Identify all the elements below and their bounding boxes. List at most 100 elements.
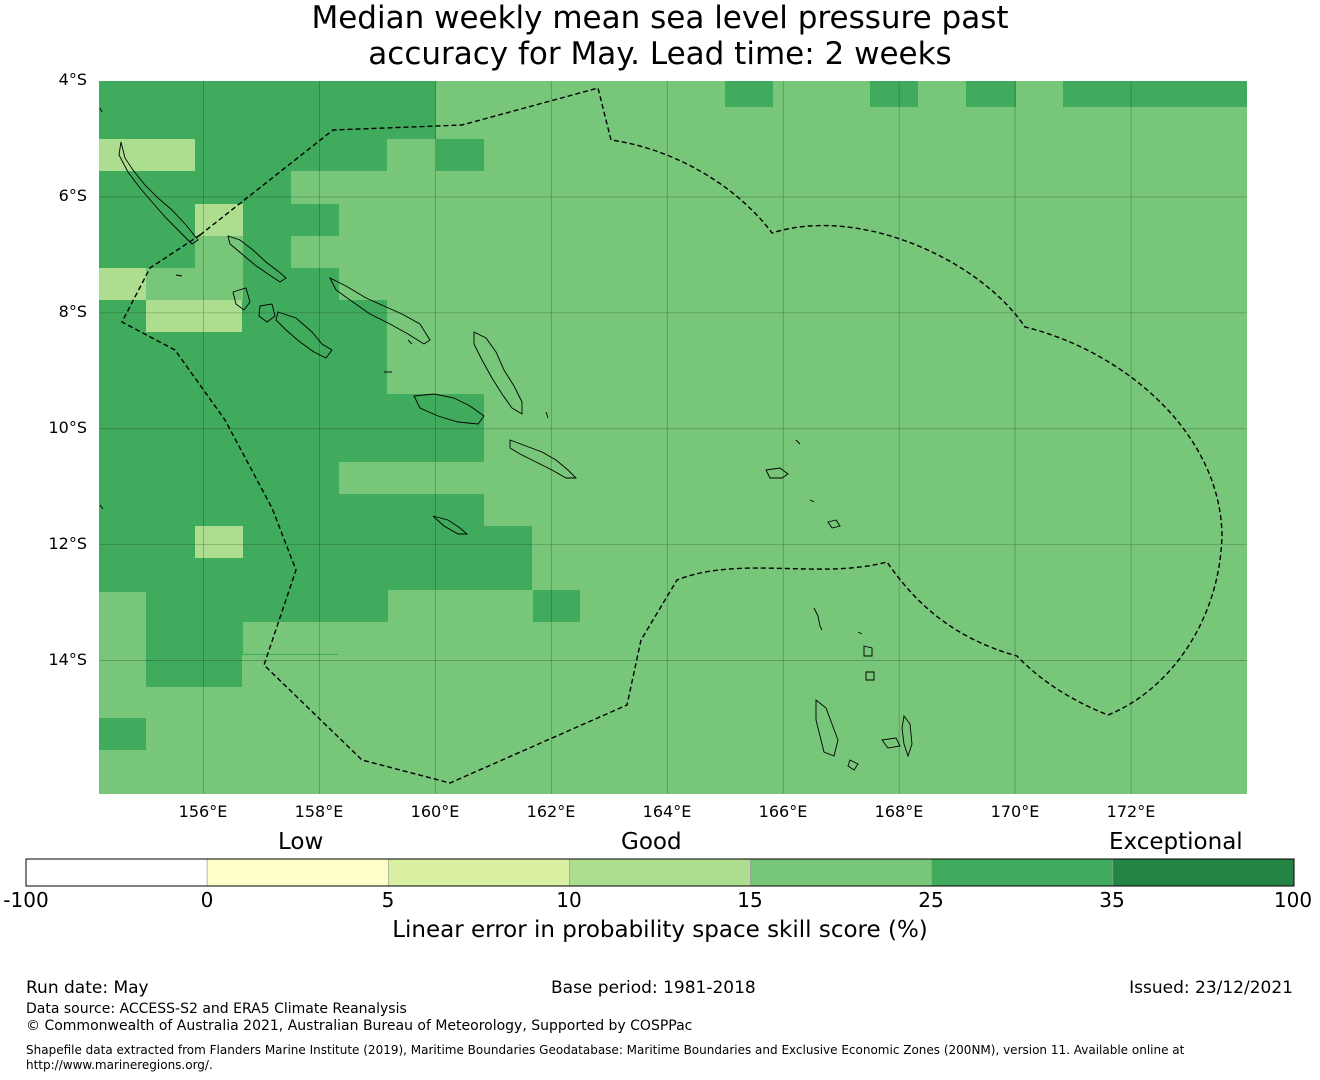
- eez-boundary: [121, 87, 1223, 784]
- skill-cell-25-35: [99, 300, 387, 394]
- coastline-islet-b: [99, 504, 104, 510]
- colorbar-tick-label: -100: [3, 888, 49, 912]
- lat-label-14s: 14°S: [48, 650, 87, 669]
- skill-cell-15-25: [146, 268, 195, 300]
- coastline-rennell: [432, 515, 469, 535]
- coastline-malaita: [473, 331, 523, 415]
- colorbar-segment: [750, 858, 933, 887]
- skill-cell-15-25: [99, 592, 146, 718]
- coastline-bougainville: [118, 141, 199, 245]
- lat-label-6s: 6°S: [58, 186, 87, 205]
- colorbar-segment: [1112, 858, 1295, 887]
- shapefile-credit-1: Shapefile data extracted from Flanders M…: [26, 1043, 1185, 1057]
- coastline-islet-c: [175, 274, 183, 277]
- category-low: Low: [278, 829, 324, 855]
- skill-cell-15-25: [195, 526, 243, 558]
- coastline-kolombangara: [258, 303, 276, 323]
- skill-cell-25-35: [99, 394, 484, 462]
- lon-label-170e: 170°E: [990, 802, 1040, 821]
- lat-label-4s: 4°S: [58, 70, 87, 89]
- coastline-islet-g: [809, 499, 815, 503]
- lon-label-162e: 162°E: [526, 802, 576, 821]
- colorbar-tick-label: 15: [737, 888, 763, 912]
- coastline-islet-f: [795, 439, 801, 445]
- coastline-gaua: [863, 645, 873, 657]
- skill-cell-15-25: [291, 236, 339, 268]
- coastline-maewo: [881, 737, 901, 749]
- colorbar-outline: [25, 858, 1295, 887]
- coastline-islet-i: [407, 339, 413, 345]
- map-gridlines: [99, 81, 1247, 794]
- colorbar-tick-label: 10: [556, 888, 582, 912]
- skill-cell-15-25: [99, 139, 195, 171]
- skill-cell-15-25: [146, 300, 242, 332]
- issued-date: Issued: 23/12/2021: [1129, 978, 1293, 998]
- data-source: Data source: ACCESS-S2 and ERA5 Climate …: [26, 1001, 407, 1017]
- skill-cell-25-35: [99, 81, 436, 139]
- colorbar-tick-label: 25: [918, 888, 944, 912]
- coastline-nendo: [765, 467, 789, 479]
- skill-cell-25-35: [146, 655, 242, 687]
- skill-cell-25-35: [146, 592, 388, 622]
- colorbar-tick-label: 0: [200, 888, 214, 912]
- coastline-efate: [847, 759, 859, 771]
- copyright: © Commonwealth of Australia 2021, Austra…: [26, 1018, 693, 1034]
- coastline-islet-e: [545, 411, 549, 419]
- colorbar-tick-label: 100: [1273, 888, 1313, 912]
- title-line-2: accuracy for May. Lead time: 2 weeks: [368, 36, 952, 72]
- coastline-makira: [509, 439, 578, 479]
- skill-cell-25-35: [1063, 81, 1247, 107]
- base-period: Base period: 1981-2018: [551, 978, 756, 998]
- skill-cell-25-35: [870, 81, 918, 107]
- skill-cell-25-35: [99, 171, 291, 204]
- coastline-vanua-lava: [865, 671, 875, 681]
- colorbar-segment: [931, 858, 1114, 887]
- colorbar-segment: [387, 858, 570, 887]
- coastline-malakula: [901, 714, 913, 758]
- coastline-torres: [813, 607, 823, 631]
- skill-cell-25-35: [99, 718, 146, 750]
- skill-cell-25-35: [339, 526, 532, 592]
- eez-boundary-path: [121, 87, 1223, 784]
- coastline-espiritu-santo: [815, 699, 839, 757]
- coastline-vangunu: [275, 311, 333, 359]
- colorbar-segment: [569, 858, 751, 887]
- colorbar-tick-label: 5: [381, 888, 395, 912]
- skill-cell-15-25: [243, 622, 339, 654]
- lon-label-156e: 156°E: [178, 802, 228, 821]
- shapefile-credit-2: http://www.marineregions.org/.: [26, 1058, 213, 1072]
- run-date: Run date: May: [26, 978, 149, 998]
- lon-label-172e: 172°E: [1106, 802, 1156, 821]
- chart-title: Median weekly mean sea level pressure pa…: [0, 0, 1320, 72]
- lat-label-12s: 12°S: [48, 534, 87, 553]
- skill-cell-25-35: [339, 494, 484, 526]
- skill-cell-15-25: [146, 687, 242, 718]
- lat-label-10s: 10°S: [48, 418, 87, 437]
- skill-cell-25-35: [533, 590, 580, 622]
- coastlines: [99, 107, 913, 771]
- colorbar-segment: [25, 858, 208, 887]
- colorbar-tick-label: 35: [1099, 888, 1125, 912]
- category-good: Good: [621, 829, 682, 855]
- coastline-santa-isabel: [328, 276, 431, 345]
- colorbar: [25, 858, 1295, 887]
- coastline-vanikoro: [827, 519, 841, 529]
- coastline-islet-a: [99, 107, 103, 113]
- category-exceptional: Exceptional: [1109, 829, 1243, 855]
- lon-label-158e: 158°E: [294, 802, 344, 821]
- coastline-guadalcanal: [413, 393, 485, 425]
- skill-cell-15-25: [339, 462, 484, 494]
- coastline-choiseul: [227, 235, 287, 283]
- lon-label-168e: 168°E: [874, 802, 924, 821]
- skill-grid: [99, 81, 1247, 794]
- skill-cell-25-35: [966, 81, 1016, 107]
- title-line-1: Median weekly mean sea level pressure pa…: [311, 0, 1009, 36]
- colorbar-segment: [206, 858, 389, 887]
- lat-label-8s: 8°S: [58, 302, 87, 321]
- lon-label-160e: 160°E: [410, 802, 460, 821]
- lon-label-166e: 166°E: [758, 802, 808, 821]
- lon-label-164e: 164°E: [642, 802, 692, 821]
- skill-cell-25-35: [436, 139, 484, 171]
- skill-cell-15-25: [388, 590, 533, 622]
